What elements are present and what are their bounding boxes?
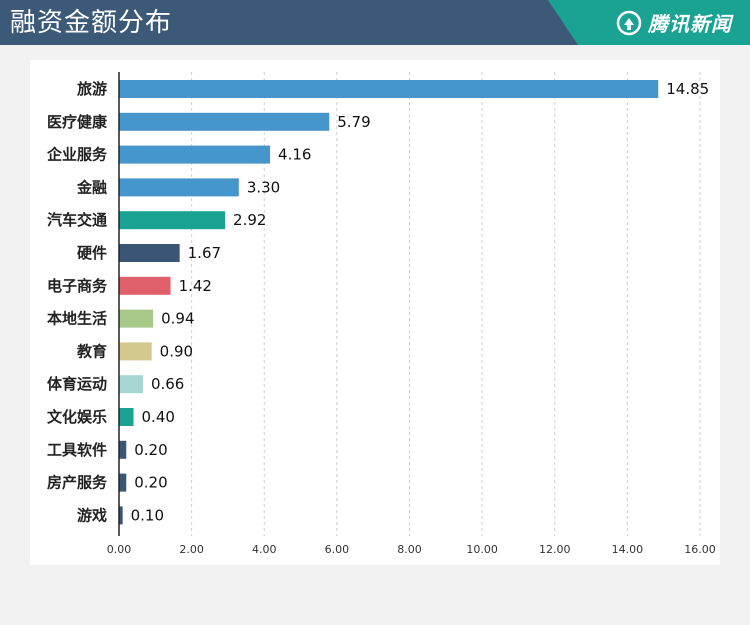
bar bbox=[119, 276, 171, 295]
bar bbox=[119, 112, 330, 131]
bar-value-label: 1.42 bbox=[179, 277, 212, 295]
bar-value-label: 0.66 bbox=[151, 375, 184, 393]
bar-value-label: 0.94 bbox=[161, 310, 194, 328]
bar-value-label: 2.92 bbox=[233, 211, 266, 229]
brand-banner bbox=[548, 0, 750, 45]
bar-value-label: 0.10 bbox=[131, 506, 164, 524]
category-label: 电子商务 bbox=[47, 277, 108, 295]
x-tick-label: 16.00 bbox=[684, 543, 716, 556]
grid-lines bbox=[191, 72, 701, 536]
x-tick-label: 10.00 bbox=[466, 543, 498, 556]
category-label: 游戏 bbox=[77, 506, 107, 524]
bar bbox=[119, 145, 271, 164]
category-label: 体育运动 bbox=[47, 375, 107, 393]
bar bbox=[119, 408, 134, 426]
bar bbox=[119, 375, 143, 394]
bar-value-label: 0.40 bbox=[142, 408, 175, 426]
bar bbox=[119, 473, 127, 492]
brand-banner-shape bbox=[548, 0, 750, 45]
x-tick-label: 6.00 bbox=[325, 543, 350, 556]
category-label: 工具软件 bbox=[47, 441, 107, 459]
bar-chart: 14.85 5.79 4.16 3.30 2.92 1.67 1.42 0.94 0.90 0.6… bbox=[46, 72, 716, 556]
bar bbox=[119, 80, 659, 98]
header-bar: 融资金额分布 腾讯新闻 bbox=[0, 0, 750, 45]
bar bbox=[119, 506, 123, 525]
category-label: 旅游 bbox=[77, 80, 107, 98]
bar bbox=[119, 309, 154, 328]
bar bbox=[119, 342, 152, 361]
bar-value-label: 0.20 bbox=[134, 441, 167, 459]
x-tick-label: 12.00 bbox=[539, 543, 571, 556]
category-label: 硬件 bbox=[77, 244, 107, 262]
x-tick-label: 2.00 bbox=[179, 543, 204, 556]
brand: 腾讯新闻 bbox=[616, 8, 732, 37]
x-tick-label: 4.00 bbox=[252, 543, 277, 556]
category-label: 本地生活 bbox=[47, 310, 107, 328]
bar-value-label: 3.30 bbox=[247, 178, 280, 196]
category-label: 汽车交通 bbox=[47, 211, 107, 229]
brand-name: 腾讯新闻 bbox=[648, 12, 732, 36]
bar-value-label: 5.79 bbox=[337, 113, 370, 131]
bar-value-label: 14.85 bbox=[666, 80, 709, 98]
value-labels: 14.85 5.79 4.16 3.30 2.92 1.67 1.42 0.94 0.90 0.6… bbox=[131, 80, 710, 524]
bar bbox=[119, 244, 180, 262]
x-tick-label: 0.00 bbox=[107, 543, 132, 556]
category-label: 文化娱乐 bbox=[47, 408, 107, 426]
x-tick-label: 8.00 bbox=[397, 543, 422, 556]
bar-value-label: 0.20 bbox=[134, 474, 167, 492]
category-label: 房产服务 bbox=[47, 474, 108, 492]
category-label: 金融 bbox=[76, 178, 107, 196]
category-label: 教育 bbox=[76, 342, 107, 360]
tencent-news-logo-icon bbox=[616, 10, 642, 35]
bar bbox=[119, 211, 226, 230]
bar bbox=[119, 440, 127, 459]
page-title: 融资金额分布 bbox=[10, 8, 173, 38]
category-label: 企业服务 bbox=[46, 146, 108, 164]
bar-value-label: 0.90 bbox=[160, 342, 193, 360]
x-tick-label: 14.00 bbox=[612, 543, 644, 556]
bars bbox=[119, 80, 659, 525]
category-label: 医疗健康 bbox=[47, 113, 108, 131]
category-labels: 旅游医疗健康企业服务金融汽车交通硬件电子商务本地生活教育体育运动文化娱乐工具软件… bbox=[46, 80, 108, 524]
x-axis-tick-labels: 0.00 2.00 4.00 6.00 8.00 10.00 12.00 14.00 16.00 bbox=[107, 543, 716, 556]
bar bbox=[119, 178, 239, 197]
bar-value-label: 1.67 bbox=[188, 244, 221, 262]
bar-value-label: 4.16 bbox=[278, 146, 311, 164]
